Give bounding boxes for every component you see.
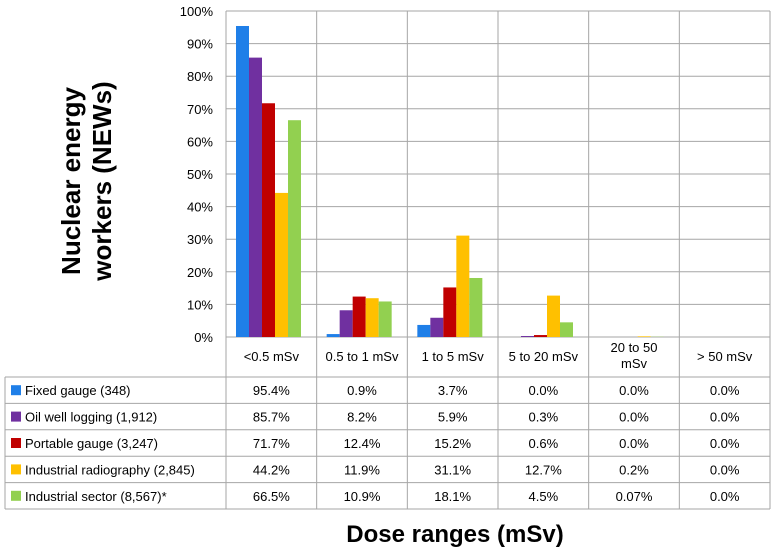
bar — [534, 335, 547, 337]
bar — [275, 192, 288, 337]
y-tick-label: 80% — [187, 69, 213, 84]
y-axis-title-line2: workers (NEWs) — [87, 81, 117, 281]
y-axis-title-line1: Nuclear energy — [56, 87, 86, 275]
x-category-label: > 50 mSv — [697, 349, 753, 364]
y-tick-label: 60% — [187, 134, 213, 149]
data-label: 31.1% — [434, 462, 471, 477]
x-category-label: 5 to 20 mSv — [509, 349, 579, 364]
data-label: 5.9% — [438, 410, 468, 425]
data-label: 18.1% — [434, 489, 471, 504]
legend-key — [11, 385, 21, 396]
x-category-label: 1 to 5 mSv — [422, 349, 485, 364]
data-label: 0.07% — [616, 489, 653, 504]
y-tick-label: 20% — [187, 265, 213, 280]
legend-key — [11, 411, 21, 422]
bar — [456, 235, 470, 337]
data-label: 95.4% — [253, 383, 290, 398]
legend-entry: Industrial sector (8,567)* — [25, 489, 167, 504]
bar — [236, 25, 249, 337]
data-label: 0.0% — [710, 436, 740, 451]
data-label: 0.0% — [619, 383, 649, 398]
data-label: 12.7% — [525, 462, 562, 477]
legend-entry: Fixed gauge (348) — [25, 383, 131, 398]
y-tick-label: 50% — [187, 167, 213, 182]
data-label: 0.9% — [347, 383, 377, 398]
legend-key — [11, 438, 21, 448]
bar — [262, 103, 275, 338]
y-tick-label: 30% — [187, 232, 213, 247]
bar — [249, 57, 262, 337]
legend-key — [11, 490, 21, 501]
y-tick-label: 100% — [180, 4, 214, 19]
data-label: 10.9% — [344, 489, 381, 504]
data-label: 0.0% — [710, 410, 740, 425]
bar — [521, 336, 534, 337]
data-label: 0.3% — [529, 410, 559, 425]
bar — [378, 301, 392, 337]
bar — [547, 295, 560, 337]
y-tick-labels: 0% 10% 20% 30% 40% 50% 60% 70% 80% 90% 100% — [180, 4, 214, 345]
bar — [637, 336, 651, 337]
legend-entry: Industrial radiography (2,845) — [25, 462, 195, 477]
data-label: 71.7% — [253, 436, 290, 451]
bar — [352, 296, 366, 337]
data-label: 15.2% — [434, 436, 471, 451]
bar — [560, 322, 573, 337]
x-axis-title: Dose ranges (mSv) — [346, 521, 563, 548]
data-label: 0.0% — [710, 489, 740, 504]
bar — [443, 287, 457, 337]
bar — [417, 324, 431, 337]
gridlines — [225, 10, 771, 509]
bar — [365, 298, 379, 337]
x-category-label: <0.5 mSv — [244, 349, 300, 364]
bars — [236, 25, 664, 338]
data-label: 11.9% — [344, 462, 380, 477]
bar — [430, 317, 444, 337]
data-label: 0.0% — [619, 410, 649, 425]
data-label: 4.5% — [529, 489, 559, 504]
x-category-label: 0.5 to 1 mSv — [326, 349, 399, 364]
data-label: 0.2% — [619, 462, 649, 477]
data-label: 12.4% — [344, 436, 381, 451]
y-tick-label: 90% — [187, 37, 213, 52]
data-label: 0.0% — [619, 436, 649, 451]
data-label: 0.0% — [710, 462, 740, 477]
bar — [288, 120, 301, 338]
data-label: 85.7% — [253, 410, 290, 425]
y-tick-label: 70% — [187, 102, 213, 117]
y-tick-label: 0% — [194, 330, 213, 345]
legend-key — [11, 464, 21, 475]
legend-entry: Oil well logging (1,912) — [25, 410, 157, 425]
legend-entry: Portable gauge (3,247) — [25, 436, 158, 451]
y-tick-label: 40% — [187, 200, 213, 215]
y-tick-label: 10% — [187, 297, 213, 312]
bar — [326, 334, 340, 337]
data-label: 0.0% — [529, 383, 559, 398]
x-category-label: 20 to 50 mSv — [611, 340, 658, 371]
data-label: 8.2% — [347, 410, 377, 425]
data-label: 66.5% — [253, 489, 290, 504]
data-label: 0.0% — [710, 383, 740, 398]
data-table: <0.5 mSv 0.5 to 1 mSv 1 to 5 mSv 5 to 20 mS… — [4, 340, 770, 510]
bar — [339, 310, 353, 337]
bar — [469, 277, 483, 337]
data-label: 3.7% — [438, 383, 468, 398]
data-label: 0.6% — [529, 436, 559, 451]
data-label: 44.2% — [253, 462, 290, 477]
